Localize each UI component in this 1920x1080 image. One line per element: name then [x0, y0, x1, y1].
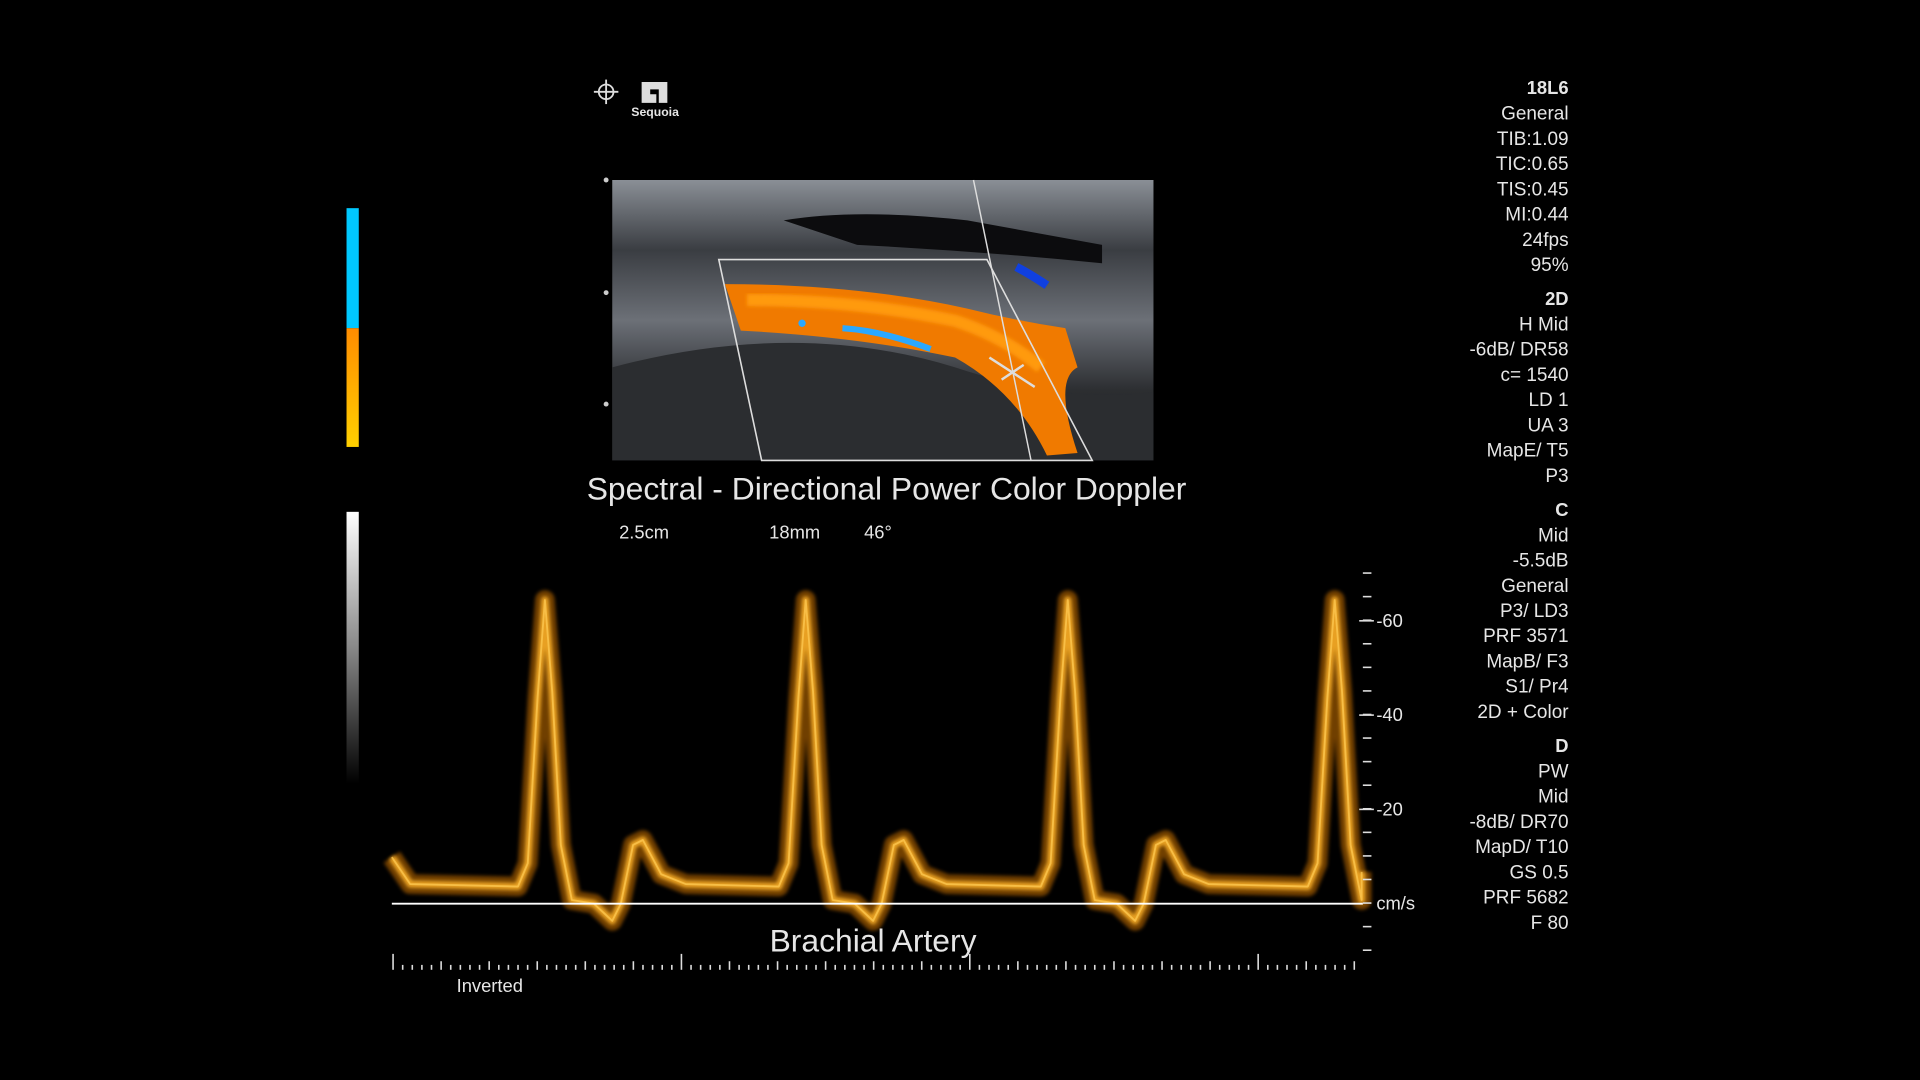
parameter: c= 1540 [1501, 365, 1569, 386]
parameter: 24fps [1522, 230, 1568, 251]
measurement: 18mm [769, 522, 820, 543]
color-scale-bottom [346, 328, 359, 447]
parameter: PW [1538, 761, 1569, 782]
parameter: MI:0.44 [1505, 205, 1568, 226]
color-scale-top [346, 208, 359, 329]
measurement: 2.5cm [619, 522, 669, 543]
parameter: General [1501, 576, 1568, 597]
parameter: F 80 [1531, 913, 1569, 934]
parameter: 2D + Color [1477, 702, 1568, 723]
parameter: General [1501, 104, 1568, 125]
parameter-heading: 18L6 [1527, 77, 1569, 98]
spectral-core [391, 599, 1363, 922]
parameter: PRF 3571 [1483, 626, 1568, 647]
scale-label: -20 [1376, 798, 1403, 819]
parameter: UA 3 [1527, 415, 1568, 436]
parameter: P3 [1545, 466, 1568, 487]
parameter: H Mid [1519, 314, 1569, 335]
parameter: PRF 5682 [1483, 888, 1568, 909]
logo-mark [641, 82, 668, 103]
parameter: GS 0.5 [1510, 862, 1569, 883]
time-ruler [392, 953, 1356, 970]
parameter: -5.5dB [1513, 551, 1569, 572]
parameter: TIC:0.65 [1496, 154, 1569, 175]
scale-unit: cm/s [1376, 893, 1415, 914]
parameter: Mid [1538, 787, 1569, 808]
scale-label: -40 [1376, 704, 1403, 725]
parameter: 95% [1531, 255, 1569, 276]
parameter: -8dB/ DR70 [1469, 812, 1568, 833]
ultrasound-image [603, 177, 1154, 462]
scale-label: -60 [1376, 610, 1403, 631]
scale-ticks [1359, 572, 1374, 951]
parameter: MapB/ F3 [1486, 651, 1568, 672]
parameter-heading: D [1555, 735, 1568, 756]
parameter: MapE/ T5 [1487, 441, 1569, 462]
parameter-heading: 2D [1545, 288, 1568, 309]
vessel-label: Brachial Artery [770, 922, 977, 958]
parameter: TIB:1.09 [1497, 129, 1569, 150]
spectral-waveform [383, 590, 1372, 931]
parameter: TIS:0.45 [1497, 179, 1569, 200]
parameter: S1/ Pr4 [1505, 677, 1568, 698]
gray-scale [346, 511, 359, 784]
mode-label: Inverted [457, 975, 523, 996]
logo [593, 79, 619, 105]
image-title: Spectral - Directional Power Color Doppl… [587, 470, 1187, 506]
parameter: MapD/ T10 [1475, 837, 1568, 858]
measurement: 46° [864, 522, 892, 543]
parameter: -6dB/ DR58 [1469, 340, 1568, 361]
parameter-heading: C [1555, 499, 1568, 520]
parameter: P3/ LD3 [1500, 601, 1569, 622]
parameter: LD 1 [1528, 390, 1568, 411]
brand: Sequoia [631, 105, 679, 119]
parameter: Mid [1538, 525, 1569, 546]
